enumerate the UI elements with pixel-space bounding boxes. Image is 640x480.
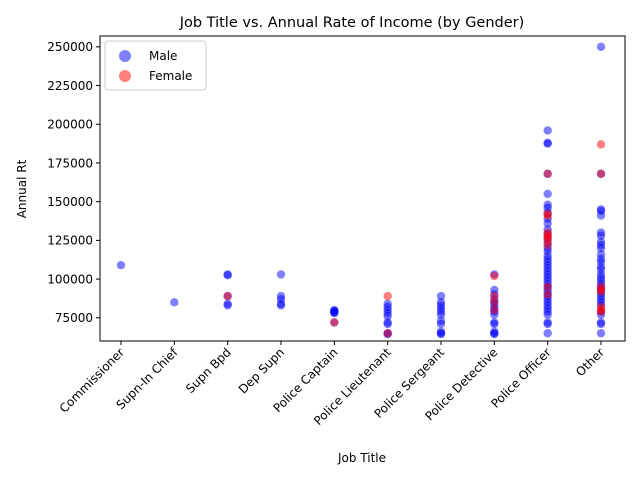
x-tick-label-other: Other [573, 345, 607, 379]
y-tick-label-125000: 125000 [47, 234, 93, 248]
y-tick-label-150000: 150000 [47, 195, 93, 209]
point-male-11 [276, 301, 286, 310]
point-female-15 [543, 240, 552, 250]
point-male-0 [116, 260, 126, 270]
point-female-5 [490, 291, 499, 301]
point-female-17 [543, 290, 552, 299]
y-axis-label: Annual Rt [15, 159, 29, 218]
point-male-61 [543, 219, 552, 228]
legend-label-male: Male [149, 49, 177, 63]
point-male-27 [436, 291, 446, 301]
legend-marker-female [119, 70, 131, 82]
point-female-6 [490, 298, 499, 307]
point-male-51 [490, 329, 499, 339]
y-tick-label-75000: 75000 [55, 311, 93, 325]
point-female-2 [383, 291, 392, 301]
point-male-52 [543, 126, 552, 135]
point-male-48 [490, 319, 499, 329]
point-male-56 [543, 189, 552, 199]
x-tick-label-dep-supn: Dep Supn [236, 345, 287, 396]
point-male-97 [596, 231, 606, 240]
data-points [116, 42, 606, 339]
point-male-100 [596, 243, 606, 253]
point-male-90 [543, 329, 552, 338]
point-male-87 [543, 310, 552, 319]
y-tick-label-250000: 250000 [47, 40, 93, 54]
point-female-8 [543, 169, 552, 178]
point-male-37 [436, 329, 446, 339]
y-tick-label-175000: 175000 [47, 156, 93, 170]
y-tick-label-225000: 225000 [47, 79, 93, 93]
point-female-22 [596, 287, 606, 296]
y-tick-label-100000: 100000 [47, 272, 93, 286]
point-male-120 [596, 319, 606, 329]
point-male-22 [383, 312, 392, 321]
point-male-1 [170, 298, 179, 307]
point-female-25 [596, 307, 606, 316]
point-female-16 [543, 282, 552, 292]
legend: Male Female [104, 40, 207, 91]
point-male-95 [596, 211, 606, 220]
point-female-18 [596, 140, 606, 149]
point-male-16 [330, 308, 339, 318]
point-male-89 [543, 319, 552, 329]
chart-title: Job Title vs. Annual Rate of Income (by … [179, 15, 525, 31]
point-female-7 [490, 305, 499, 315]
plot-frame [99, 35, 626, 342]
point-male-121 [596, 329, 606, 338]
point-male-54 [543, 139, 552, 148]
point-male-91 [596, 42, 606, 52]
point-female-1 [330, 318, 339, 327]
point-male-5 [223, 301, 232, 310]
x-axis-label: Job Title [337, 451, 386, 465]
point-male-7 [276, 270, 286, 279]
point-female-10 [543, 211, 552, 220]
point-male-3 [223, 271, 232, 280]
x-tick-label-supn-bpd: Supn Bpd [183, 345, 234, 396]
legend-label-female: Female [149, 69, 192, 83]
point-female-0 [223, 291, 232, 301]
point-female-19 [596, 169, 606, 178]
y-axis: 75000 100000 125000 150000 175000 200000 22500… [47, 40, 100, 325]
point-male-24 [383, 319, 392, 329]
point-male-32 [436, 310, 446, 319]
legend-marker-male [119, 50, 131, 62]
point-male-34 [436, 319, 446, 329]
point-female-4 [490, 271, 499, 281]
y-tick-label-200000: 200000 [47, 118, 93, 132]
point-female-3 [383, 329, 392, 338]
